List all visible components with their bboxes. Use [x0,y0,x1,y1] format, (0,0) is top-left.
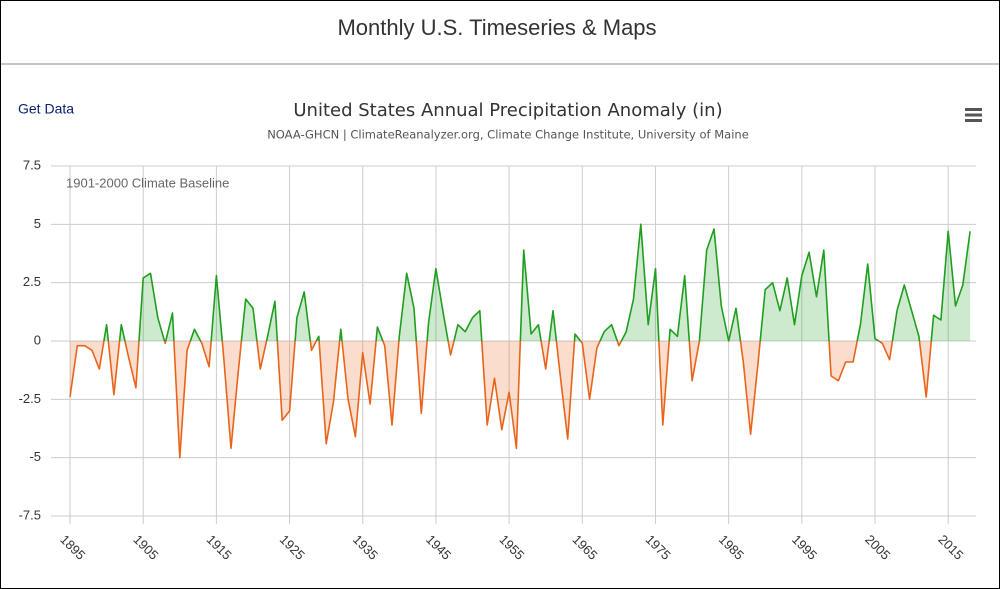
y-tick-label: -5 [29,449,41,464]
y-tick-label: 0 [34,332,41,347]
x-tick-label: 1915 [204,532,235,563]
y-tick-label: 5 [34,216,41,231]
x-tick-label: 1955 [496,532,527,563]
x-tick-label: 1935 [350,532,381,563]
y-tick-label: -7.5 [19,507,41,522]
x-tick-label: 1945 [423,532,454,563]
page-title: Monthly U.S. Timeseries & Maps [337,15,656,40]
x-tick-label: 1985 [716,532,747,563]
x-tick-label: 2015 [935,532,966,563]
grid: -7.5 -5 -2.5 0 2.5 5 7.5 1895 1905 1915 1925 1935 19… [19,157,976,563]
menu-bar[interactable] [965,113,982,117]
x-tick-label: 1895 [57,532,88,563]
menu-bar[interactable] [965,119,982,122]
chart-subtitle: NOAA-GHCN | ClimateReanalyzer.org, Clima… [267,128,749,142]
annotation: 1901-2000 Climate Baseline [66,175,229,190]
y-tick-label: 7.5 [23,157,41,172]
x-tick-label: 1975 [643,532,674,563]
menu-icon[interactable] [965,108,982,122]
x-tick-label: 1995 [789,532,820,563]
x-tick-label: 1905 [130,532,161,563]
y-tick-label: -2.5 [19,391,41,406]
x-tick-label: 1965 [570,532,601,563]
x-tick-label: 2005 [862,532,893,563]
plot [69,223,971,459]
x-tick-label: 1925 [277,532,308,563]
chart-title: United States Annual Precipitation Anoma… [293,100,722,121]
line [69,223,971,459]
menu-bar[interactable] [965,108,982,111]
get-data-link[interactable]: Get Data [18,101,74,117]
y-tick-label: 2.5 [23,274,41,289]
